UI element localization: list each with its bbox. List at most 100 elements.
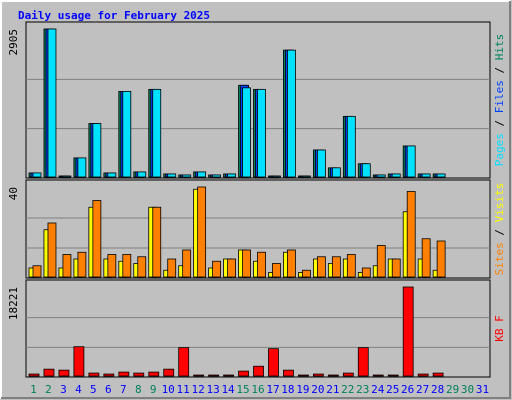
- bar: [152, 88, 162, 178]
- bar: [242, 87, 251, 178]
- legend: KB F: [493, 315, 506, 342]
- bar: [376, 245, 386, 278]
- bar: [197, 186, 207, 278]
- x-tick-label: 28: [431, 383, 444, 396]
- bar: [28, 373, 40, 377]
- x-tick-label: 17: [266, 383, 279, 396]
- bar: [316, 256, 326, 278]
- x-tick-label: 4: [75, 383, 82, 396]
- x-tick-label: 13: [206, 383, 219, 396]
- bar: [47, 28, 57, 178]
- legend-separator: /: [493, 222, 506, 242]
- bar: [107, 172, 117, 178]
- bar: [272, 263, 281, 278]
- bar: [163, 368, 175, 377]
- x-tick-label: 16: [251, 383, 264, 396]
- bar: [402, 286, 414, 377]
- bar: [372, 374, 384, 377]
- bar: [137, 256, 147, 278]
- bar: [242, 249, 251, 278]
- bar: [436, 173, 446, 178]
- bar: [122, 91, 132, 178]
- bar: [346, 254, 356, 278]
- x-tick-label: 1: [30, 383, 37, 396]
- bar: [331, 167, 341, 178]
- x-tick-label: 31: [476, 383, 489, 396]
- bar: [391, 258, 401, 278]
- bar: [92, 123, 102, 178]
- legend: Sites / Visits: [493, 183, 506, 276]
- x-tick-label: 11: [177, 383, 190, 396]
- bar: [103, 373, 115, 377]
- bar: [58, 369, 70, 377]
- bar: [178, 347, 190, 377]
- bar: [287, 249, 296, 278]
- x-tick-label: 20: [311, 383, 324, 396]
- bar: [167, 173, 177, 178]
- legend-entry: Hits: [493, 34, 506, 61]
- bar: [47, 222, 57, 278]
- bar: [421, 238, 431, 278]
- bar: [88, 372, 100, 377]
- x-tick-label: 9: [150, 383, 157, 396]
- x-tick-label: 26: [401, 383, 414, 396]
- bar: [272, 175, 281, 178]
- legend-entry: Sites: [493, 242, 506, 275]
- y-tick-label: 2905: [7, 29, 20, 56]
- bar: [238, 370, 249, 377]
- x-tick-label: 5: [90, 383, 97, 396]
- bar: [77, 157, 87, 178]
- bar: [406, 145, 416, 178]
- bar: [406, 191, 416, 278]
- bar: [331, 256, 341, 278]
- bar: [316, 149, 326, 178]
- bar: [346, 115, 356, 178]
- bar: [122, 254, 132, 278]
- bar: [32, 172, 42, 178]
- bar: [327, 374, 339, 377]
- x-tick-label: 19: [296, 383, 309, 396]
- chart-title: Daily usage for February 2025: [18, 9, 210, 22]
- bar: [432, 372, 444, 377]
- bar: [197, 171, 207, 178]
- bar: [357, 347, 369, 377]
- bar: [73, 346, 85, 377]
- bar: [257, 88, 266, 178]
- bar: [391, 173, 401, 178]
- bar: [212, 260, 222, 278]
- legend: Pages / Files / Hits: [493, 34, 506, 167]
- bar: [417, 373, 429, 377]
- bar: [227, 258, 236, 278]
- x-tick-label: 21: [326, 383, 339, 396]
- x-tick-label: 15: [236, 383, 249, 396]
- x-tick-label: 30: [461, 383, 474, 396]
- bar: [167, 258, 177, 278]
- bar: [342, 372, 354, 377]
- x-tick-label: 8: [135, 383, 142, 396]
- bar: [182, 174, 192, 178]
- legend-entry: Visits: [493, 183, 506, 223]
- legend-entry: Pages: [493, 133, 506, 166]
- bar: [62, 254, 72, 278]
- bar: [436, 240, 446, 278]
- bar: [227, 173, 236, 178]
- bar: [118, 371, 130, 377]
- bar: [208, 374, 220, 377]
- bar: [223, 374, 234, 377]
- x-tick-label: 22: [341, 383, 354, 396]
- bar: [387, 374, 399, 377]
- bar: [62, 175, 72, 178]
- x-tick-label: 7: [120, 383, 127, 396]
- x-tick-label: 27: [416, 383, 429, 396]
- bar: [302, 175, 311, 178]
- x-tick-label: 25: [386, 383, 399, 396]
- bar: [32, 265, 42, 278]
- bar: [193, 374, 205, 377]
- x-tick-label: 18: [281, 383, 294, 396]
- x-tick-label: 24: [371, 383, 385, 396]
- legend-separator: /: [493, 113, 506, 133]
- x-tick-label: 2: [45, 383, 52, 396]
- legend-entry: Files: [493, 80, 506, 113]
